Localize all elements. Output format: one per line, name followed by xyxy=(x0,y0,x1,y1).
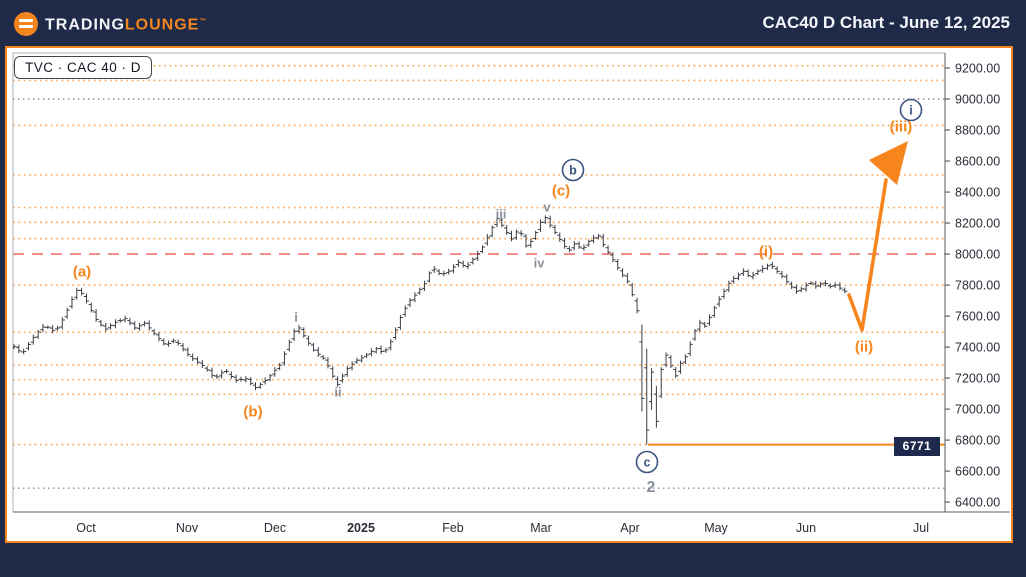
header-bar: TRADINGLOUNGE™ CAC40 D Chart - June 12, … xyxy=(0,0,1026,45)
chart-panel[interactable] xyxy=(5,46,1013,543)
price-tag-6771: 6771 xyxy=(894,437,940,456)
brand-word-lounge: LOUNGE xyxy=(124,16,200,34)
brand-logo: TRADINGLOUNGE™ xyxy=(14,10,206,37)
brand-icon xyxy=(14,11,38,36)
trademark-symbol: ™ xyxy=(199,18,207,25)
brand-text: TRADINGLOUNGE™ xyxy=(45,10,206,37)
symbol-badge[interactable]: TVC · CAC 40 · D xyxy=(14,56,153,79)
brand-word-trading: TRADING xyxy=(45,16,125,34)
chart-title: CAC40 D Chart - June 12, 2025 xyxy=(762,13,1010,32)
